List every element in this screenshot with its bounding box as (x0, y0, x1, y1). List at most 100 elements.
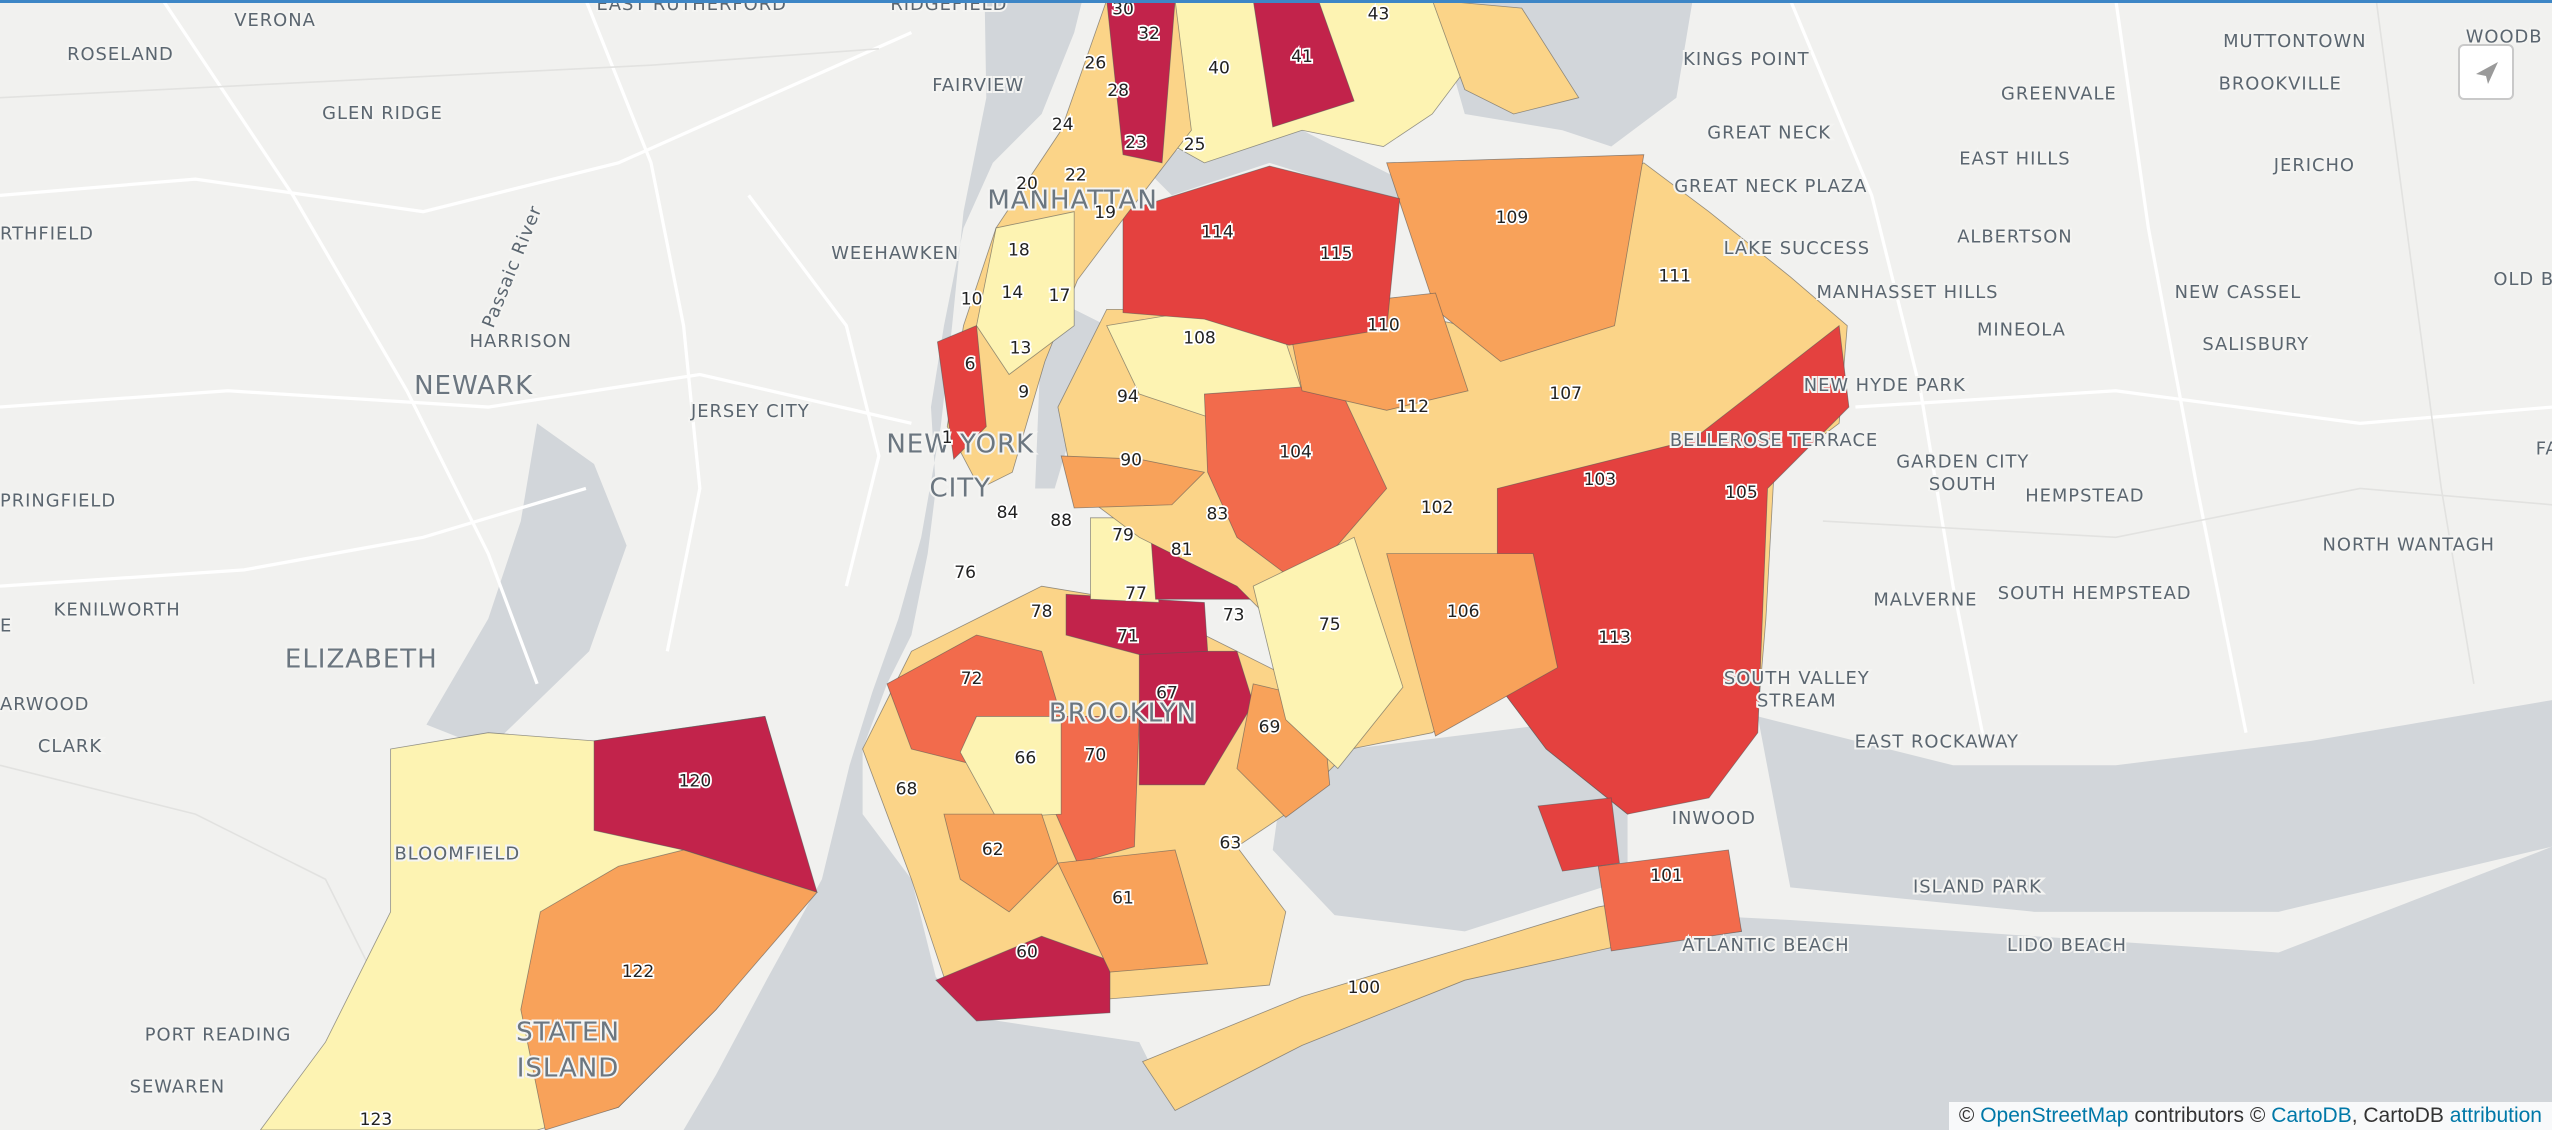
precinct-label: 26 (1084, 53, 1106, 73)
cartodb-link[interactable]: CartoDB (2271, 1104, 2352, 1127)
precinct-label: 115 (1320, 244, 1353, 264)
precinct-label: 23 (1125, 133, 1147, 153)
precinct-label: 77 (1125, 584, 1147, 604)
place-label: SOUTH (1929, 474, 1997, 495)
precinct-label: 76 (954, 563, 976, 583)
precinct-label: 120 (679, 771, 712, 791)
attribution: © OpenStreetMap contributors © CartoDB, … (1948, 1102, 2552, 1130)
place-label: PRINGFIELD (0, 490, 116, 511)
place-label: E (0, 616, 12, 637)
precinct-label: 107 (1549, 384, 1582, 404)
precinct-label: 104 (1279, 443, 1312, 463)
precinct-label: 60 (1016, 942, 1038, 962)
place-label: MALVERNE (1873, 590, 1977, 611)
place-label: BROOKLYN (1049, 698, 1197, 728)
place-label: MANHASSET HILLS (1816, 282, 1998, 303)
precinct-label: 112 (1396, 397, 1429, 417)
place-label: KENILWORTH (54, 599, 181, 620)
place-label: JERICHO (2273, 155, 2355, 176)
precinct-label: 13 (1010, 338, 1032, 358)
precinct-label: 61 (1112, 889, 1134, 909)
precinct-label: 67 (1156, 684, 1178, 704)
precinct-label: 62 (982, 840, 1004, 860)
place-label: NEW HYDE PARK (1804, 375, 1966, 396)
place-label: GREENVALE (2001, 83, 2117, 104)
precinct-label: 94 (1117, 387, 1139, 407)
place-label: MINEOLA (1977, 319, 2066, 340)
precinct-label: 106 (1447, 602, 1480, 622)
precinct-label: 70 (1084, 745, 1106, 765)
precinct-label: 103 (1584, 470, 1617, 490)
precinct-areas (259, 0, 1850, 1130)
place-label: STATEN (516, 1017, 620, 1047)
precinct-label: 110 (1367, 316, 1400, 336)
place-label: GLEN RIDGE (322, 103, 443, 124)
precinct-label: 108 (1183, 329, 1216, 349)
attribution-text: contributors © (2134, 1104, 2266, 1127)
precinct-label: 69 (1259, 718, 1281, 738)
precinct-label: 1 (942, 428, 953, 448)
precinct-label: 101 (1650, 866, 1683, 886)
precinct-label: 71 (1117, 627, 1139, 647)
place-label: ELIZABETH (285, 645, 438, 675)
place-label: LAKE SUCCESS (1724, 238, 1870, 259)
place-label: NEWARK (414, 371, 533, 401)
locate-button[interactable] (2458, 44, 2514, 100)
place-label: EAST RUTHERFORD (597, 0, 787, 15)
place-label: EAST ROCKAWAY (1855, 731, 2019, 752)
place-label: HARRISON (470, 331, 572, 352)
precinct-label: 25 (1184, 135, 1206, 155)
precinct-label: 83 (1207, 504, 1229, 524)
place-label: BLOOMFIELD (395, 844, 521, 865)
place-label: JERSEY CITY (690, 401, 810, 422)
place-label: SEWAREN (130, 1077, 226, 1098)
roads (0, 0, 2552, 978)
precinct-label: 75 (1319, 615, 1341, 635)
place-label: MUTTONTOWN (2223, 31, 2366, 52)
place-label: GREAT NECK (1707, 122, 1831, 143)
place-label: SALISBURY (2202, 334, 2309, 355)
water (426, 0, 2552, 1130)
precinct-label: 123 (360, 1110, 393, 1130)
place-label: FA (2536, 438, 2552, 459)
precinct-label: 63 (1220, 833, 1242, 853)
precinct-label: 43 (1368, 5, 1390, 25)
place-label: NORTH WANTAGH (2323, 534, 2495, 555)
place-label: ATLANTIC BEACH (1682, 935, 1849, 956)
place-label: NEW CASSEL (2175, 282, 2302, 303)
precinct-label: 20 (1016, 174, 1038, 194)
place-label: RIDGEFIELD (890, 0, 1007, 15)
precinct-label: 6 (965, 355, 976, 375)
place-label: WEEHAWKEN (831, 243, 959, 264)
place-label: CITY (929, 474, 991, 504)
place-label: ALBERTSON (1957, 227, 2072, 248)
attribution-text: © (1958, 1104, 1975, 1127)
precinct-label: 111 (1658, 267, 1691, 287)
place-label: INWOOD (1672, 808, 1756, 829)
place-label: LIDO BEACH (2007, 935, 2127, 956)
place-label: PORT READING (145, 1024, 292, 1045)
precinct-label: 109 (1496, 208, 1529, 228)
place-label: FAIRVIEW (932, 75, 1024, 96)
place-label: EAST HILLS (1959, 148, 2070, 169)
precinct-label: 122 (622, 962, 655, 982)
top-border (0, 0, 2552, 3)
precinct-label: 9 (1018, 382, 1029, 402)
attribution-link[interactable]: attribution (2449, 1104, 2542, 1127)
place-label: CLARK (38, 736, 102, 757)
precinct-label: 78 (1031, 602, 1053, 622)
precinct-label: 41 (1291, 47, 1313, 67)
osm-link[interactable]: OpenStreetMap (1980, 1104, 2129, 1127)
attribution-text: , CartoDB (2351, 1104, 2444, 1127)
precinct-label: 81 (1171, 540, 1193, 560)
place-label: BROOKVILLE (2219, 74, 2342, 95)
place-label: ISLAND (517, 1053, 619, 1083)
place-label: STREAM (1757, 691, 1837, 712)
locate-icon (2476, 62, 2498, 84)
precinct-label: 66 (1014, 749, 1036, 769)
precinct-label: 24 (1052, 115, 1074, 135)
precinct-label: 90 (1120, 451, 1142, 471)
place-label: SOUTH HEMPSTEAD (1998, 583, 2192, 604)
